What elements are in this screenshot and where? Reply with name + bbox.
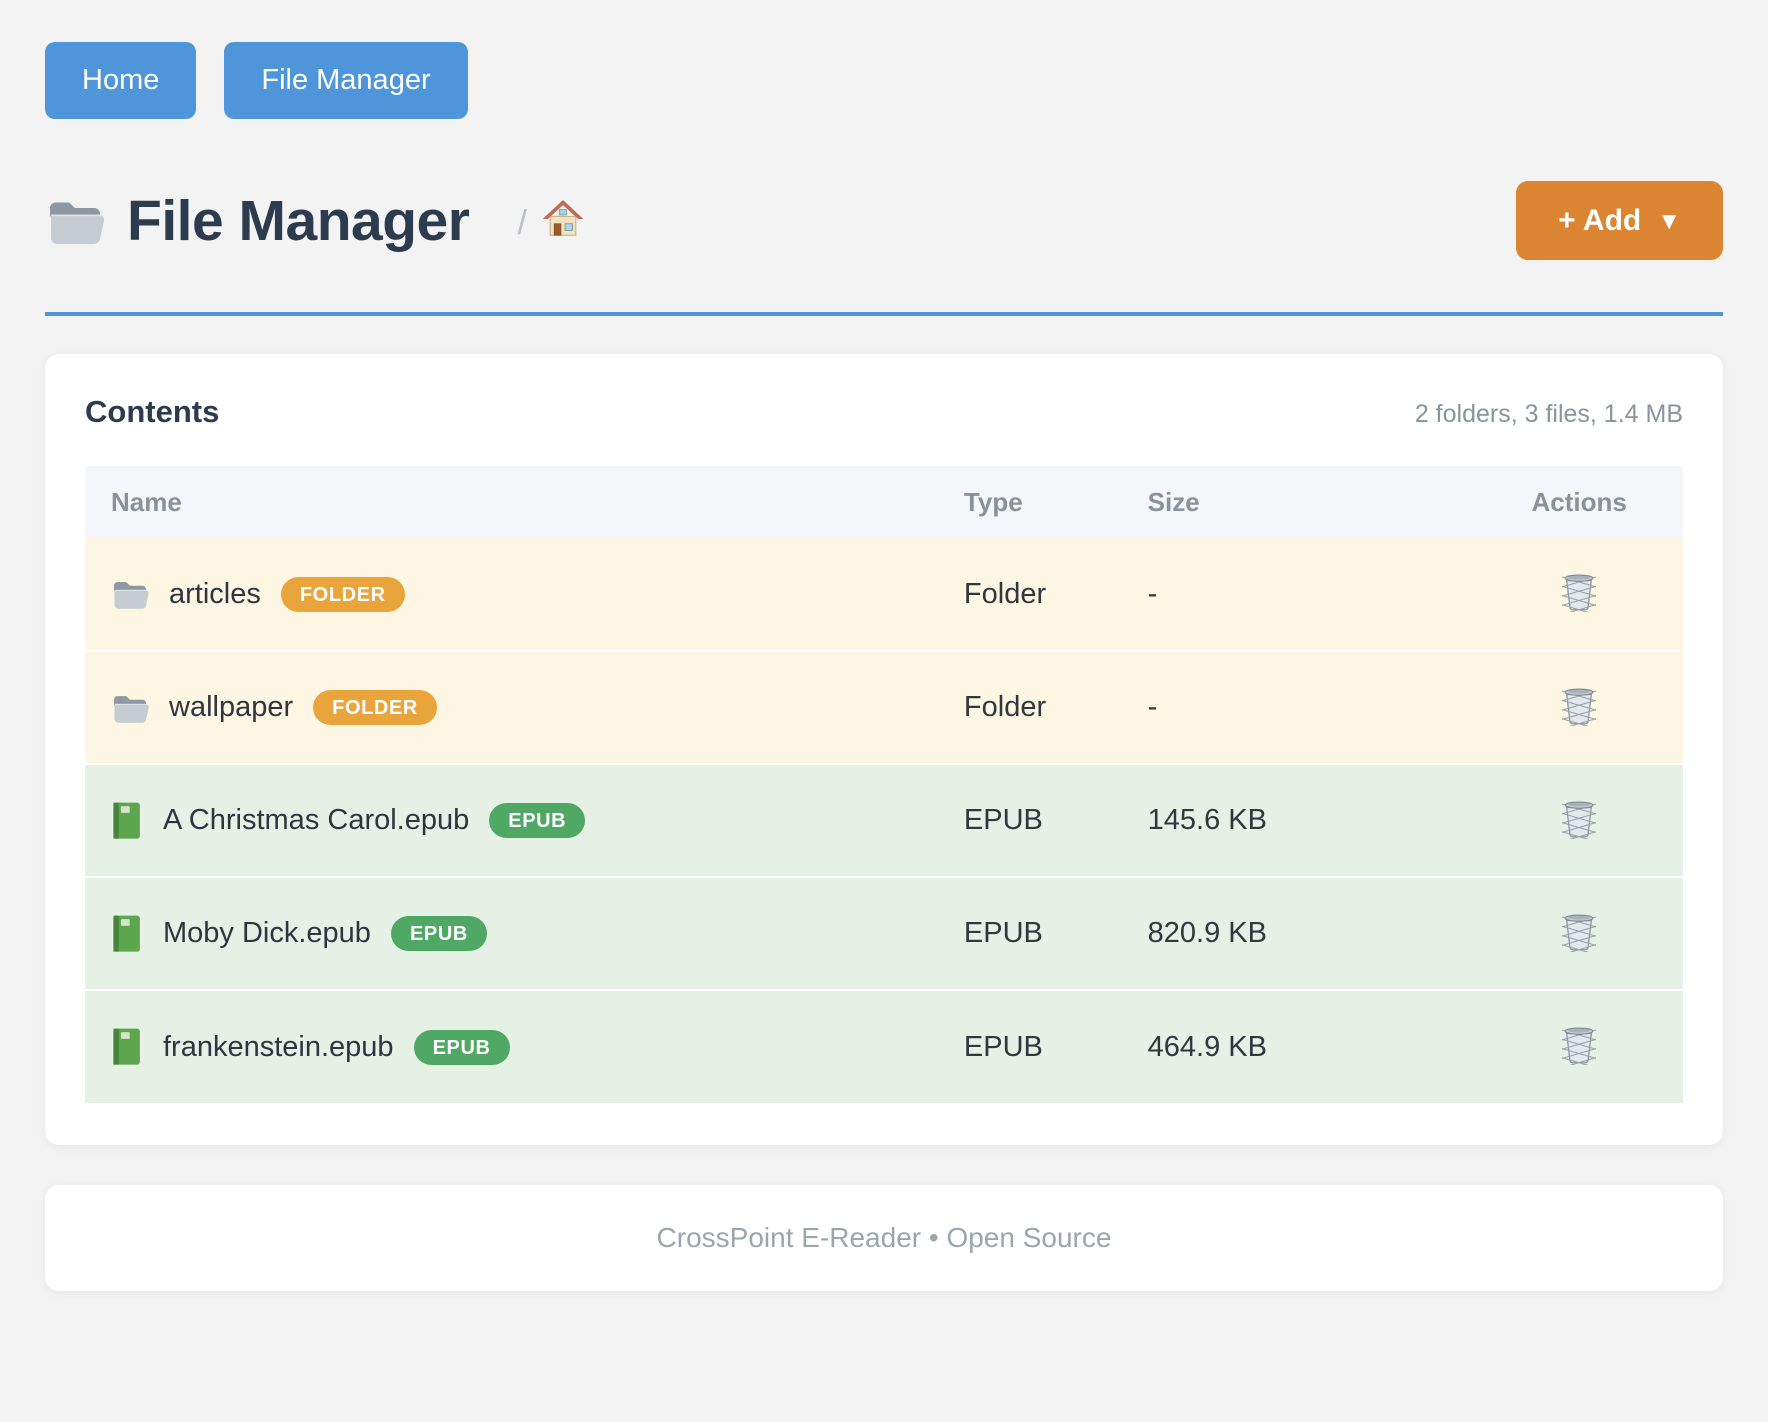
trash-icon xyxy=(1561,799,1597,839)
trash-icon xyxy=(1561,1025,1597,1065)
delete-button[interactable] xyxy=(1557,568,1601,616)
title-group: File Manager / xyxy=(45,188,585,254)
delete-button[interactable] xyxy=(1557,908,1601,956)
table-header-row: Name Type Size Actions xyxy=(85,466,1683,538)
file-type: EPUB xyxy=(963,763,1148,877)
file-name[interactable]: Moby Dick.epub xyxy=(163,917,371,949)
folder-icon xyxy=(111,577,149,611)
table-row-wallpaper[interactable]: wallpaper FOLDER Folder - xyxy=(85,650,1683,764)
delete-button[interactable] xyxy=(1557,682,1601,730)
folder-badge: FOLDER xyxy=(280,576,405,612)
column-header-type: Type xyxy=(963,466,1148,538)
contents-summary: 2 folders, 3 files, 1.4 MB xyxy=(1414,400,1683,428)
chevron-down-icon: ▼ xyxy=(1657,207,1681,235)
file-name[interactable]: articles xyxy=(169,577,261,610)
folder-badge: FOLDER xyxy=(313,690,437,725)
book-icon xyxy=(111,915,143,953)
file-manager-button[interactable]: File Manager xyxy=(224,42,468,119)
table-row-christmas-carol[interactable]: A Christmas Carol.epub EPUB EPUB 145.6 K… xyxy=(85,763,1683,877)
file-size: 145.6 KB xyxy=(1147,763,1476,877)
page-header: File Manager / + Add ▼ xyxy=(45,181,1723,260)
folder-icon xyxy=(111,691,149,725)
file-size: - xyxy=(1147,577,1158,610)
table-row-articles[interactable]: articles FOLDER Folder - xyxy=(85,538,1683,651)
add-button[interactable]: + Add ▼ xyxy=(1516,181,1723,260)
breadcrumb: / xyxy=(517,198,584,244)
top-nav: Home File Manager xyxy=(45,42,1723,119)
contents-card: Contents 2 folders, 3 files, 1.4 MB Name… xyxy=(45,354,1723,1145)
home-icon[interactable] xyxy=(541,198,585,240)
table-row-frankenstein[interactable]: frankenstein.epub EPUB EPUB 464.9 KB xyxy=(85,989,1683,1103)
title-divider xyxy=(45,312,1723,316)
trash-icon xyxy=(1561,686,1597,726)
trash-icon xyxy=(1561,912,1597,952)
contents-card-header: Contents 2 folders, 3 files, 1.4 MB xyxy=(85,394,1683,430)
page-title: File Manager xyxy=(127,188,470,253)
home-button[interactable]: Home xyxy=(45,42,197,119)
epub-badge: EPUB xyxy=(390,916,487,951)
file-size: - xyxy=(1147,650,1476,764)
file-table: Name Type Size Actions articles FOLDER F… xyxy=(85,466,1683,1103)
file-name[interactable]: frankenstein.epub xyxy=(163,1030,394,1063)
footer-card: CrossPoint E-Reader • Open Source xyxy=(45,1185,1723,1291)
breadcrumb-separator: / xyxy=(517,203,527,242)
footer-text: CrossPoint E-Reader • Open Source xyxy=(656,1222,1112,1253)
contents-title: Contents xyxy=(85,394,220,429)
column-header-name: Name xyxy=(85,466,964,538)
column-header-actions: Actions xyxy=(1475,466,1683,538)
file-type: EPUB xyxy=(963,876,1148,990)
file-type: EPUB xyxy=(963,989,1148,1103)
delete-button[interactable] xyxy=(1557,795,1601,843)
file-size: 464.9 KB xyxy=(1147,989,1476,1103)
trash-icon xyxy=(1561,572,1597,612)
delete-button[interactable] xyxy=(1557,1021,1601,1069)
file-type: Folder xyxy=(963,577,1047,610)
file-name[interactable]: A Christmas Carol.epub xyxy=(163,804,470,836)
table-row-moby-dick[interactable]: Moby Dick.epub EPUB EPUB 820.9 KB xyxy=(85,876,1683,990)
add-button-label: + Add xyxy=(1558,203,1642,237)
book-icon xyxy=(111,802,143,840)
folder-icon xyxy=(45,196,105,246)
book-icon xyxy=(111,1028,143,1066)
column-header-size: Size xyxy=(1147,466,1476,538)
file-name[interactable]: wallpaper xyxy=(169,691,294,723)
epub-badge: EPUB xyxy=(489,803,586,838)
epub-badge: EPUB xyxy=(413,1029,510,1065)
file-type: Folder xyxy=(963,650,1148,764)
file-size: 820.9 KB xyxy=(1147,876,1476,990)
